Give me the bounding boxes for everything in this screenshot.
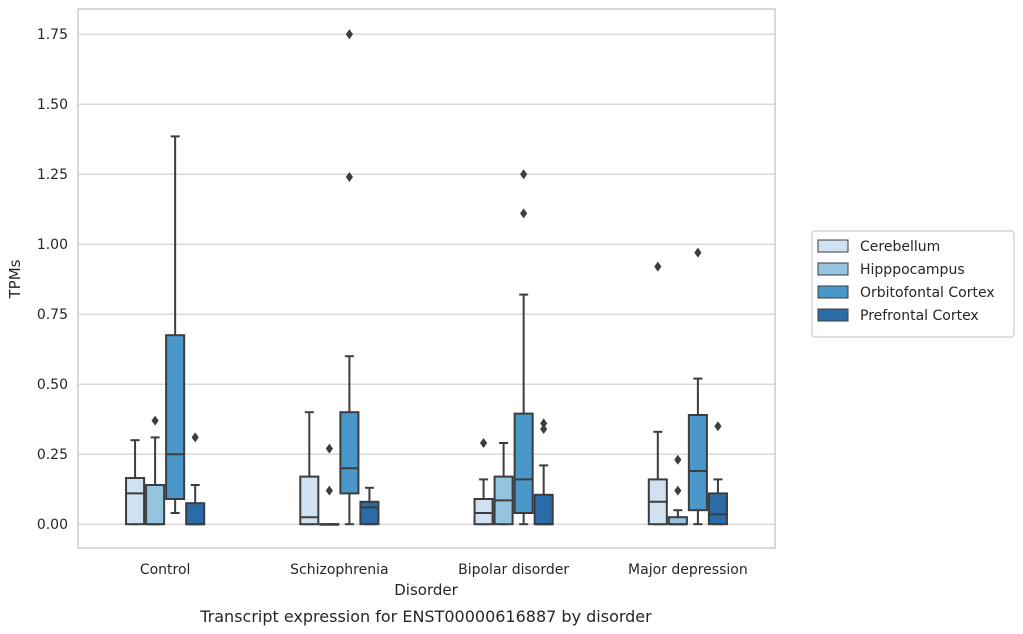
x-tick-label: Major depression: [628, 562, 748, 578]
axes: 0.00 0.25 0.50 0.75 1.00 1.25 1.50 1.75 Control S…: [37, 8, 776, 578]
box-iqr: [125, 477, 146, 526]
box-iqr: [299, 475, 320, 526]
legend-label: Cerebellum: [860, 239, 940, 255]
box-orbitofontal-cortex: [165, 135, 186, 514]
outlier-point: [540, 424, 548, 434]
box-cerebellum: [473, 438, 494, 526]
legend-label: Orbitofontal Cortex: [860, 285, 995, 301]
chart-caption: Transcript expression for ENST0000061688…: [199, 607, 652, 626]
box-hipppocampus: [145, 415, 166, 526]
box-prefrontal-cortex: [533, 418, 554, 526]
y-tick-label: 0.75: [37, 307, 68, 323]
outlier-point: [520, 208, 528, 219]
box-iqr: [687, 414, 708, 512]
legend-frame: [811, 230, 1015, 338]
outlier-point: [714, 421, 722, 432]
box-iqr: [185, 502, 206, 526]
y-tick-label: 1.00: [37, 237, 68, 253]
box-hipppocampus: [319, 443, 340, 526]
outlier-point: [654, 261, 662, 272]
legend-swatch: [817, 308, 849, 322]
outlier-point: [191, 432, 199, 443]
box-iqr: [145, 484, 166, 526]
box-iqr: [473, 498, 494, 526]
box-iqr: [667, 516, 688, 526]
box-prefrontal-cortex: [359, 486, 380, 526]
outlier-point: [694, 247, 702, 258]
box-hipppocampus: [493, 442, 514, 526]
outlier-point: [345, 29, 353, 40]
box-iqr: [533, 493, 554, 526]
outlier-point: [520, 169, 528, 180]
grid-lines: [78, 33, 775, 525]
x-tick-label: Schizophrenia: [290, 562, 388, 578]
x-tick-label: Bipolar disorder: [458, 562, 569, 578]
outlier-point: [325, 485, 333, 496]
boxes-layer: [125, 29, 728, 526]
outlier-point: [345, 172, 353, 182]
y-tick-label: 1.75: [37, 27, 68, 43]
outlier-point: [540, 418, 548, 429]
box-iqr: [513, 412, 534, 515]
outlier-point: [479, 438, 488, 448]
box-cerebellum: [299, 411, 320, 526]
box-orbitofontal-cortex: [687, 247, 708, 526]
box-prefrontal-cortex: [707, 421, 728, 526]
legend: Cerebellum Hipppocampus Orbitofontal Corte…: [811, 230, 1015, 338]
legend-swatch: [817, 239, 849, 253]
y-tick-label: 0.25: [37, 447, 68, 463]
box-prefrontal-cortex: [185, 432, 206, 526]
legend-label: Prefrontal Cortex: [860, 308, 979, 324]
outlier-point: [674, 454, 682, 465]
outlier-point: [151, 415, 159, 426]
box-hipppocampus: [667, 454, 688, 526]
x-axis-label: Disorder: [394, 581, 458, 599]
y-tick-label: 1.25: [37, 167, 68, 183]
box-iqr: [339, 411, 360, 495]
outlier-point: [325, 443, 333, 454]
box-cerebellum: [125, 439, 146, 526]
y-tick-label: 1.50: [37, 97, 68, 113]
y-axis-label: TPMs: [6, 259, 24, 299]
outlier-point: [674, 485, 682, 496]
box-orbitofontal-cortex: [339, 29, 360, 526]
plot-border: [77, 8, 776, 549]
legend-label: Hipppocampus: [860, 262, 965, 278]
legend-swatch: [817, 285, 849, 299]
box-iqr: [165, 334, 186, 501]
box-cerebellum: [647, 261, 668, 526]
box-iqr: [707, 492, 728, 526]
y-tick-label: 0.50: [37, 377, 68, 393]
legend-swatch: [817, 262, 849, 276]
x-tick-label: Control: [140, 562, 191, 578]
y-tick-label: 0.00: [37, 517, 68, 533]
box-orbitofontal-cortex: [513, 169, 534, 526]
box-iqr: [359, 500, 380, 526]
